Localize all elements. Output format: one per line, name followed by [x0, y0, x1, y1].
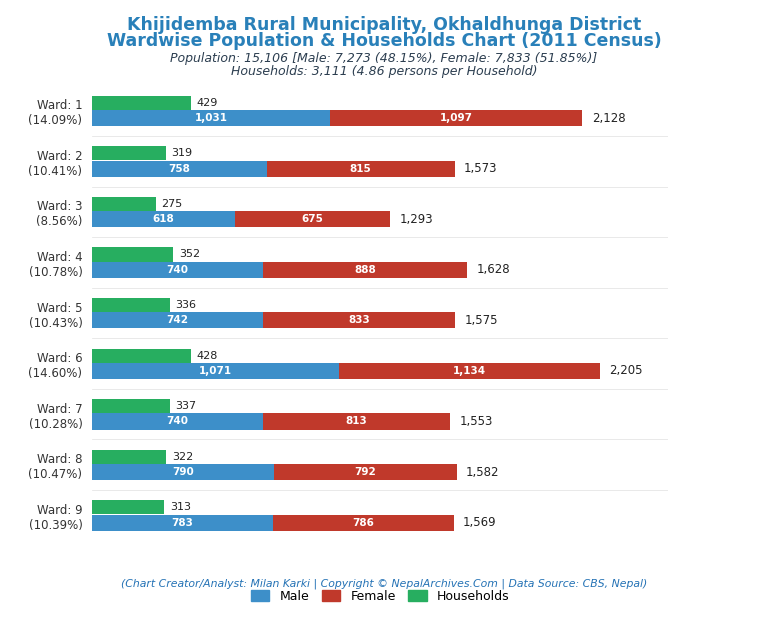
Bar — [266, 161, 455, 177]
Text: 740: 740 — [167, 265, 188, 275]
Bar — [263, 262, 467, 278]
Bar — [92, 399, 170, 413]
Text: 1,553: 1,553 — [459, 415, 492, 428]
Text: 1,097: 1,097 — [439, 113, 472, 123]
Text: 322: 322 — [172, 452, 194, 462]
Text: 792: 792 — [355, 467, 376, 477]
Bar — [263, 414, 450, 430]
Bar — [92, 211, 234, 227]
Text: 1,628: 1,628 — [476, 264, 510, 276]
Bar — [263, 312, 455, 328]
Text: Wardwise Population & Households Chart (2011 Census): Wardwise Population & Households Chart (… — [107, 32, 661, 50]
Bar — [92, 363, 339, 379]
Text: 1,575: 1,575 — [464, 314, 498, 327]
Text: 888: 888 — [354, 265, 376, 275]
Text: 275: 275 — [161, 199, 183, 209]
Text: 1,071: 1,071 — [199, 366, 232, 376]
Text: 2,205: 2,205 — [610, 364, 643, 378]
Bar — [92, 146, 166, 160]
Bar — [92, 312, 263, 328]
Text: 675: 675 — [301, 214, 323, 224]
Bar — [234, 211, 390, 227]
Text: 1,134: 1,134 — [453, 366, 486, 376]
Text: 1,582: 1,582 — [466, 465, 499, 478]
Bar — [92, 262, 263, 278]
Text: 352: 352 — [179, 249, 200, 260]
Text: (Chart Creator/Analyst: Milan Karki | Copyright © NepalArchives.Com | Data Sourc: (Chart Creator/Analyst: Milan Karki | Co… — [121, 578, 647, 589]
Text: 618: 618 — [153, 214, 174, 224]
Bar — [92, 96, 191, 110]
Bar — [92, 348, 190, 363]
Bar — [92, 298, 170, 312]
Text: 790: 790 — [172, 467, 194, 477]
Legend: Male, Female, Households: Male, Female, Households — [246, 585, 515, 608]
Text: 740: 740 — [167, 417, 188, 427]
Text: 783: 783 — [171, 518, 194, 528]
Bar — [273, 515, 454, 531]
Bar — [92, 110, 329, 126]
Text: 428: 428 — [197, 351, 218, 361]
Text: 813: 813 — [346, 417, 367, 427]
Text: 758: 758 — [168, 164, 190, 174]
Bar — [92, 247, 174, 262]
Bar — [92, 515, 273, 531]
Bar — [339, 363, 601, 379]
Bar — [92, 414, 263, 430]
Text: Khijidemba Rural Municipality, Okhaldhunga District: Khijidemba Rural Municipality, Okhaldhun… — [127, 16, 641, 34]
Text: 2,128: 2,128 — [591, 112, 625, 125]
Bar — [92, 500, 164, 515]
Text: 319: 319 — [171, 148, 193, 158]
Text: 1,573: 1,573 — [464, 162, 498, 175]
Text: 1,031: 1,031 — [194, 113, 227, 123]
Text: 313: 313 — [170, 502, 191, 512]
Text: 1,293: 1,293 — [399, 212, 433, 226]
Text: 336: 336 — [175, 300, 197, 310]
Text: 833: 833 — [348, 315, 370, 325]
Bar — [92, 161, 266, 177]
Bar — [92, 450, 167, 464]
Text: 1,569: 1,569 — [463, 516, 496, 529]
Bar — [92, 464, 274, 480]
Text: 742: 742 — [167, 315, 189, 325]
Text: 337: 337 — [176, 401, 197, 411]
Bar — [92, 197, 155, 211]
Bar — [329, 110, 582, 126]
Bar — [274, 464, 457, 480]
Text: Population: 15,106 [Male: 7,273 (48.15%), Female: 7,833 (51.85%)]: Population: 15,106 [Male: 7,273 (48.15%)… — [170, 52, 598, 65]
Text: 429: 429 — [197, 98, 218, 108]
Text: 786: 786 — [353, 518, 374, 528]
Text: Households: 3,111 (4.86 persons per Household): Households: 3,111 (4.86 persons per Hous… — [230, 65, 538, 78]
Text: 815: 815 — [349, 164, 372, 174]
